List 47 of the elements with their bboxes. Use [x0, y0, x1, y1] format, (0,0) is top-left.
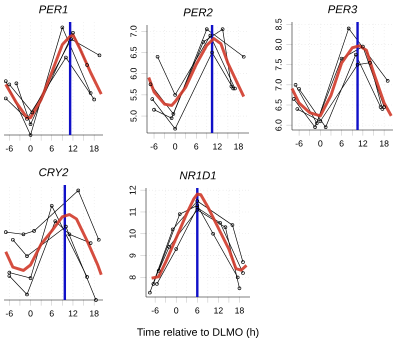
x-tick-label: 6: [50, 145, 54, 152]
y-tick-label: 10: [129, 229, 136, 238]
y-tick-label: 12: [130, 186, 136, 194]
x-tick-label: 6: [50, 310, 54, 317]
y-tick-label: 9: [129, 254, 136, 258]
chart-title: PER1: [39, 5, 68, 14]
x-tick-label: 18: [380, 140, 389, 147]
x-tick-label: 18: [235, 307, 244, 314]
x-tick-label: 18: [90, 310, 99, 317]
y-tick-label: 5.0: [130, 110, 137, 122]
x-tick-label: 6: [194, 143, 198, 150]
chart-title: PER3: [328, 5, 358, 14]
y-tick-label: 7.0: [130, 26, 137, 37]
x-tick-label: 12: [68, 145, 78, 152]
x-tick-label: 0: [28, 145, 33, 152]
x-tick-label: -6: [150, 143, 158, 150]
y-tick-label: 8.5: [275, 18, 282, 30]
chart-title: NR1D1: [180, 171, 216, 180]
y-tick-label: 8: [129, 275, 136, 280]
x-tick-label: -6: [296, 140, 303, 147]
y-tick-label: 6.5: [275, 99, 282, 111]
x-tick-label: -6: [152, 307, 159, 314]
x-tick-label: 6: [340, 140, 344, 147]
x-tick-label: 0: [318, 140, 322, 147]
x-tick-label: 12: [213, 143, 222, 150]
x-tick-label: 0: [174, 307, 178, 314]
x-tick-label: 12: [358, 140, 368, 146]
y-tick-label: 6.0: [275, 119, 282, 131]
x-tick-label: 18: [234, 143, 243, 150]
y-tick-label: 6.0: [130, 68, 137, 80]
x-tick-label: -6: [6, 310, 13, 317]
x-tick-label: 12: [68, 310, 78, 316]
x-tick-label: 6: [195, 307, 200, 314]
chart-title: CRY2: [39, 168, 68, 176]
x-tick-label: 12: [214, 307, 223, 314]
y-tick-label: 6.5: [130, 46, 137, 58]
chart-title: PER2: [184, 8, 213, 16]
x-tick-label: 0: [28, 310, 33, 317]
y-tick-label: 11: [130, 208, 136, 216]
x-tick-label: -6: [6, 145, 13, 152]
x-tick-label: 18: [90, 145, 99, 152]
y-tick-label: 5.5: [130, 89, 137, 101]
x-tick-label: 0: [173, 143, 178, 150]
y-tick-label: 7.0: [275, 79, 282, 90]
y-tick-label: 8.0: [275, 38, 282, 50]
y-tick-label: 7.5: [276, 59, 282, 70]
x-axis-title: Time relative to DLMO (h): [137, 328, 258, 338]
